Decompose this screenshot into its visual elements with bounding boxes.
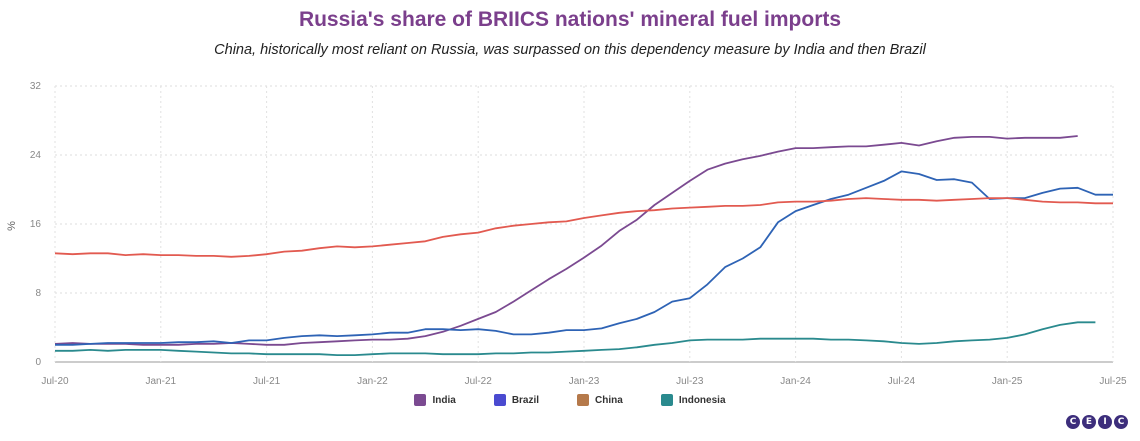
x-tick-label: Jul-25 — [1099, 376, 1127, 387]
x-tick-label: Jul-24 — [888, 376, 916, 387]
x-tick-label: Jul-20 — [41, 376, 69, 387]
y-tick-label: 32 — [30, 81, 42, 92]
series-line-india[interactable] — [54, 135, 1078, 346]
y-tick-label: 8 — [35, 288, 41, 299]
legend-item-china[interactable]: China — [577, 394, 623, 406]
y-tick-label: 0 — [35, 357, 41, 368]
series-lines — [54, 135, 1113, 357]
y-tick-label: 24 — [30, 150, 42, 161]
axes: 0 8 16 24 32 Jul-20 Jan-21 Jul-21 Jan-22 Jul-22 Ja… — [30, 81, 1127, 387]
chart-subtitle: China, historically most reliant on Russ… — [214, 42, 926, 58]
legend: India Brazil China Indonesia — [0, 394, 1140, 406]
chart-title: Russia's share of BRIICS nations' minera… — [298, 8, 842, 31]
legend-label: Indonesia — [678, 394, 726, 406]
logo-letter: E — [1082, 415, 1096, 429]
legend-item-indonesia[interactable]: Indonesia — [660, 394, 726, 406]
logo-letter: C — [1066, 415, 1080, 429]
logo-letter: I — [1098, 415, 1112, 429]
x-tick-label: Jan-21 — [146, 376, 177, 387]
y-tick-label: 16 — [30, 219, 42, 230]
x-tick-label: Jul-22 — [465, 376, 493, 387]
legend-swatch — [577, 394, 590, 406]
legend-swatch — [493, 394, 506, 406]
legend-swatch — [414, 394, 427, 406]
legend-label: India — [432, 394, 456, 406]
y-axis-label: % — [6, 221, 18, 231]
legend-swatch — [660, 394, 673, 406]
legend-item-india[interactable]: India — [414, 394, 456, 406]
x-tick-label: Jan-24 — [780, 376, 811, 387]
x-tick-label: Jul-21 — [253, 376, 281, 387]
x-tick-label: Jan-25 — [992, 376, 1023, 387]
logo-letter: C — [1114, 415, 1128, 429]
x-tick-label: Jul-23 — [676, 376, 704, 387]
series-line-indonesia[interactable] — [55, 321, 1096, 357]
legend-label: Brazil — [511, 394, 540, 406]
legend-label: China — [595, 394, 623, 406]
legend-item-brazil[interactable]: Brazil — [493, 394, 540, 406]
grid — [54, 85, 1114, 363]
x-tick-label: Jan-23 — [569, 376, 600, 387]
x-tick-label: Jan-22 — [357, 376, 388, 387]
series-line-brazil[interactable] — [55, 170, 1113, 346]
series-line-china[interactable] — [54, 197, 1113, 258]
